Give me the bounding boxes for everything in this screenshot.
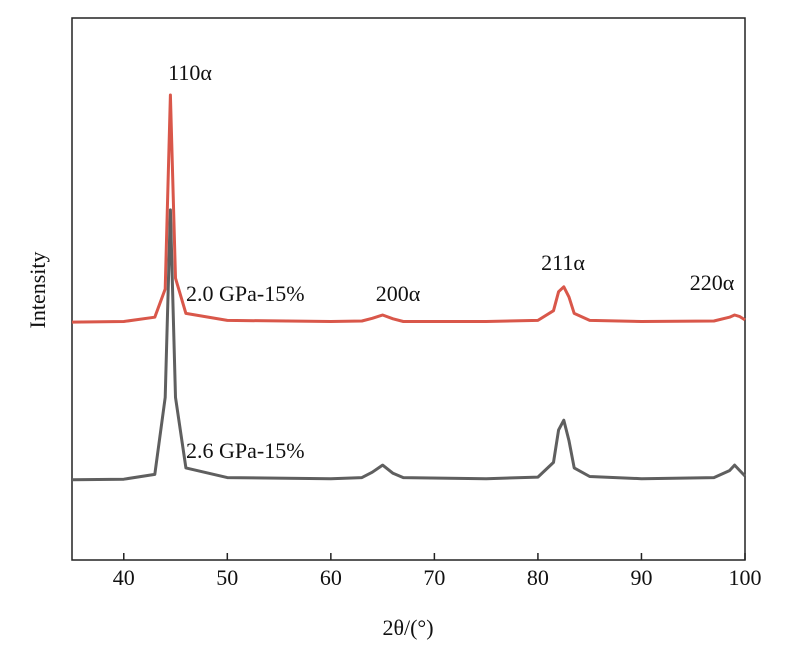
x-tick-label: 60 bbox=[320, 565, 342, 590]
series-label: 2.6 GPa-15% bbox=[186, 438, 305, 463]
peak-annotation: 110α bbox=[168, 60, 212, 85]
x-tick-label: 100 bbox=[729, 565, 762, 590]
x-tick-label: 80 bbox=[527, 565, 549, 590]
peak-annotation: 220α bbox=[690, 270, 735, 295]
y-axis-label: Intensity bbox=[25, 252, 50, 329]
peak-annotation: 200α bbox=[376, 281, 421, 306]
x-tick-label: 40 bbox=[113, 565, 135, 590]
peak-annotation: 211α bbox=[541, 250, 585, 275]
x-axis-label: 2θ/(°) bbox=[382, 615, 433, 640]
data-line bbox=[71, 93, 746, 324]
series-label: 2.0 GPa-15% bbox=[186, 281, 305, 306]
x-tick-label: 50 bbox=[216, 565, 238, 590]
plot-frame bbox=[71, 17, 746, 561]
x-tick-label: 70 bbox=[423, 565, 445, 590]
x-tick-label: 90 bbox=[630, 565, 652, 590]
data-line bbox=[71, 208, 747, 482]
